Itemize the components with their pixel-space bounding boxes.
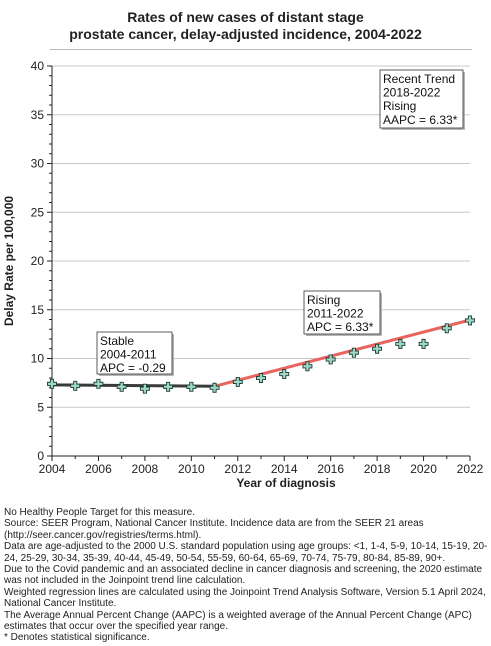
- x-tick-label: 2022: [457, 462, 484, 476]
- annotation-box-1: [96, 331, 173, 375]
- observed-point: [186, 381, 197, 392]
- observed-point: [93, 378, 104, 389]
- title-divider: [50, 49, 472, 50]
- footnotes: No Healthy People Target for this measur…: [4, 507, 488, 644]
- annotation-box-2: [303, 290, 381, 335]
- observed-point: [465, 315, 475, 326]
- observed-point: [302, 361, 313, 372]
- x-axis-title: Year of diagnosis: [236, 476, 336, 490]
- annotation-box-3: [379, 69, 464, 129]
- footnote-significance: * Denotes statistical significance.: [4, 632, 150, 644]
- observed-point: [47, 378, 57, 389]
- annotation-line: 2011-2022: [307, 307, 364, 321]
- annotation-line: Stable: [100, 334, 134, 348]
- y-tick-label: 0: [37, 449, 44, 463]
- y-tick-label: 25: [31, 205, 45, 219]
- chart-title-line-1: Rates of new cases of distant stage: [127, 9, 364, 25]
- y-tick-label: 5: [37, 400, 44, 414]
- footnote-covid: Due to the Covid pandemic and an associa…: [4, 564, 483, 587]
- y-tick-label: 20: [31, 254, 45, 268]
- x-tick-label: 2014: [271, 462, 298, 476]
- x-tick-label: 2012: [224, 462, 251, 476]
- observed-point: [348, 347, 359, 358]
- observed-point: [209, 382, 220, 393]
- observed-point: [325, 354, 336, 365]
- annotation-line: APC = -0.29: [100, 361, 166, 375]
- x-tick-label: 2010: [178, 462, 205, 476]
- observed-point: [279, 369, 290, 380]
- x-tick-label: 2020: [410, 462, 437, 476]
- observed-point: [232, 376, 243, 387]
- y-tick-label: 30: [31, 157, 45, 171]
- observed-point: [256, 373, 266, 383]
- annotation-line: Rising: [383, 99, 416, 113]
- y-tick-label: 10: [31, 352, 45, 366]
- y-tick-label: 40: [31, 59, 45, 73]
- observed-point: [70, 380, 81, 391]
- annotation-line: AAPC = 6.33*: [383, 113, 458, 127]
- y-tick-label: 15: [31, 303, 45, 317]
- annotation-line: 2004-2011: [100, 348, 157, 362]
- annotation-line: Rising: [307, 293, 340, 307]
- y-axis-title: Delay Rate per 100,000: [2, 196, 16, 326]
- line-chart: 0 5 10 15 20 25 30 35 40 2004 2006 2008 2010 2012 2014…: [2, 59, 484, 490]
- trend-segment-2: [213, 318, 472, 388]
- x-tick-label: 2008: [132, 462, 159, 476]
- observed-point: [372, 343, 383, 354]
- x-tick-label: 2006: [85, 462, 112, 476]
- footnote-aapc: The Average Annual Percent Change (AAPC)…: [4, 609, 472, 633]
- footnote-healthy-people: No Healthy People Target for this measur…: [4, 507, 196, 518]
- x-tick-label: 2016: [317, 462, 344, 476]
- x-tick-label: 2004: [39, 462, 66, 476]
- observed-point: [116, 381, 127, 392]
- annotation-line: Recent Trend: [383, 72, 455, 86]
- footnote-age-adjusted: Data are age-adjusted to the 2000 U.S. s…: [4, 541, 488, 564]
- y-tick-label: 35: [31, 108, 45, 122]
- observed-point: [139, 383, 150, 394]
- annotation-line: 2018-2022: [383, 86, 441, 100]
- annotation-line: APC = 6.33*: [307, 320, 374, 334]
- observed-point: [418, 338, 429, 349]
- observed-point: [395, 338, 406, 349]
- x-tick-label: 2018: [364, 462, 391, 476]
- footnote-joinpoint: Weighted regression lines are calculated…: [4, 586, 486, 610]
- chart-title-line-2: prostate cancer, delay-adjusted incidenc…: [69, 26, 422, 42]
- observed-point: [441, 323, 452, 334]
- chart-title: Rates of new cases of distant stage pros…: [0, 9, 491, 43]
- footnote-source: Source: SEER Program, National Cancer In…: [4, 518, 424, 541]
- observed-point: [163, 381, 174, 392]
